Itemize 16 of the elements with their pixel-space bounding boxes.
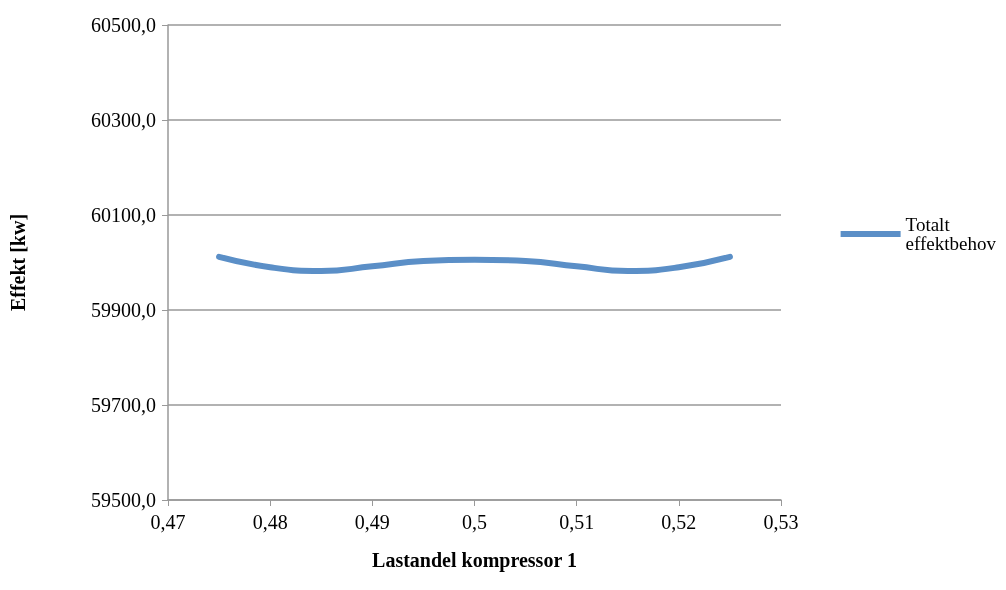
x-axis-title: Lastandel kompressor 1 [372, 549, 577, 572]
x-tick-label: 0,5 [462, 511, 487, 533]
x-tick-label: 0,51 [559, 511, 595, 533]
y-tick-label: 60300,0 [91, 109, 156, 131]
y-tick-label: 60100,0 [91, 204, 156, 226]
y-tick-label: 60500,0 [91, 14, 156, 36]
x-tick-label: 0,53 [763, 511, 799, 533]
y-tick-label: 59500,0 [91, 489, 156, 511]
y-axis-title: Effekt [kw] [7, 213, 29, 312]
x-tick-label: 0,47 [150, 511, 186, 533]
legend-label: Totalt effektbehov [905, 214, 997, 254]
x-tick-label: 0,48 [252, 511, 288, 533]
x-tick-label: 0,52 [661, 511, 697, 533]
y-tick-label: 59700,0 [91, 394, 156, 416]
y-tick-label: 59900,0 [91, 299, 156, 321]
x-tick-label: 0,49 [354, 511, 390, 533]
